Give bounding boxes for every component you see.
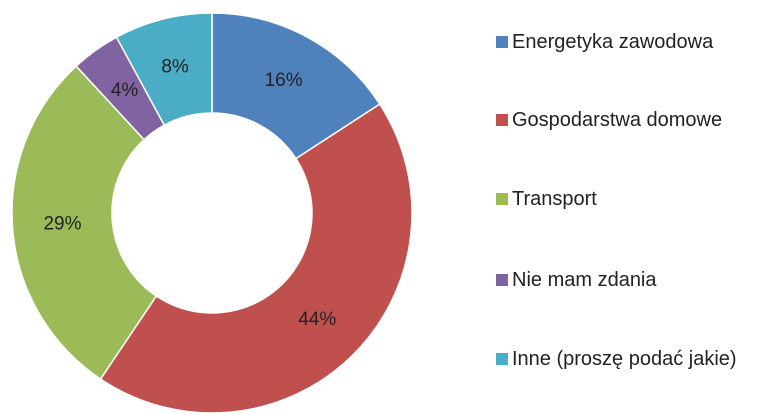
legend-swatch xyxy=(496,36,508,48)
data-label: 8% xyxy=(161,57,189,78)
legend-label: Nie mam zdania xyxy=(512,269,657,291)
donut-slice xyxy=(115,12,213,127)
donut-slice xyxy=(99,103,413,414)
legend-item: Energetyka zawodowa xyxy=(496,26,746,58)
legend-item: Transport xyxy=(496,183,746,215)
legend-swatch xyxy=(496,274,508,286)
legend-label: Energetyka zawodowa xyxy=(512,31,714,53)
data-label: 29% xyxy=(43,214,81,235)
legend-swatch xyxy=(496,353,508,365)
legend-label: Gospodarstwa domowe xyxy=(512,109,723,131)
donut-slice xyxy=(211,12,381,160)
legend-item: Inne (proszę podać jakie) xyxy=(496,343,746,375)
donut-slice xyxy=(11,65,158,381)
legend-swatch xyxy=(496,114,508,126)
chart: 16% 44% 29% 4% 8% xyxy=(11,12,413,414)
legend-label: Inne (proszę podać jakie) xyxy=(512,348,737,370)
legend-swatch xyxy=(496,193,508,205)
data-label: 4% xyxy=(111,80,139,101)
legend-label: Transport xyxy=(512,188,597,210)
data-label: 16% xyxy=(265,70,303,91)
data-label: 44% xyxy=(298,309,336,330)
legend-item: Nie mam zdania xyxy=(496,264,746,296)
legend-item: Gospodarstwa domowe xyxy=(496,104,746,136)
